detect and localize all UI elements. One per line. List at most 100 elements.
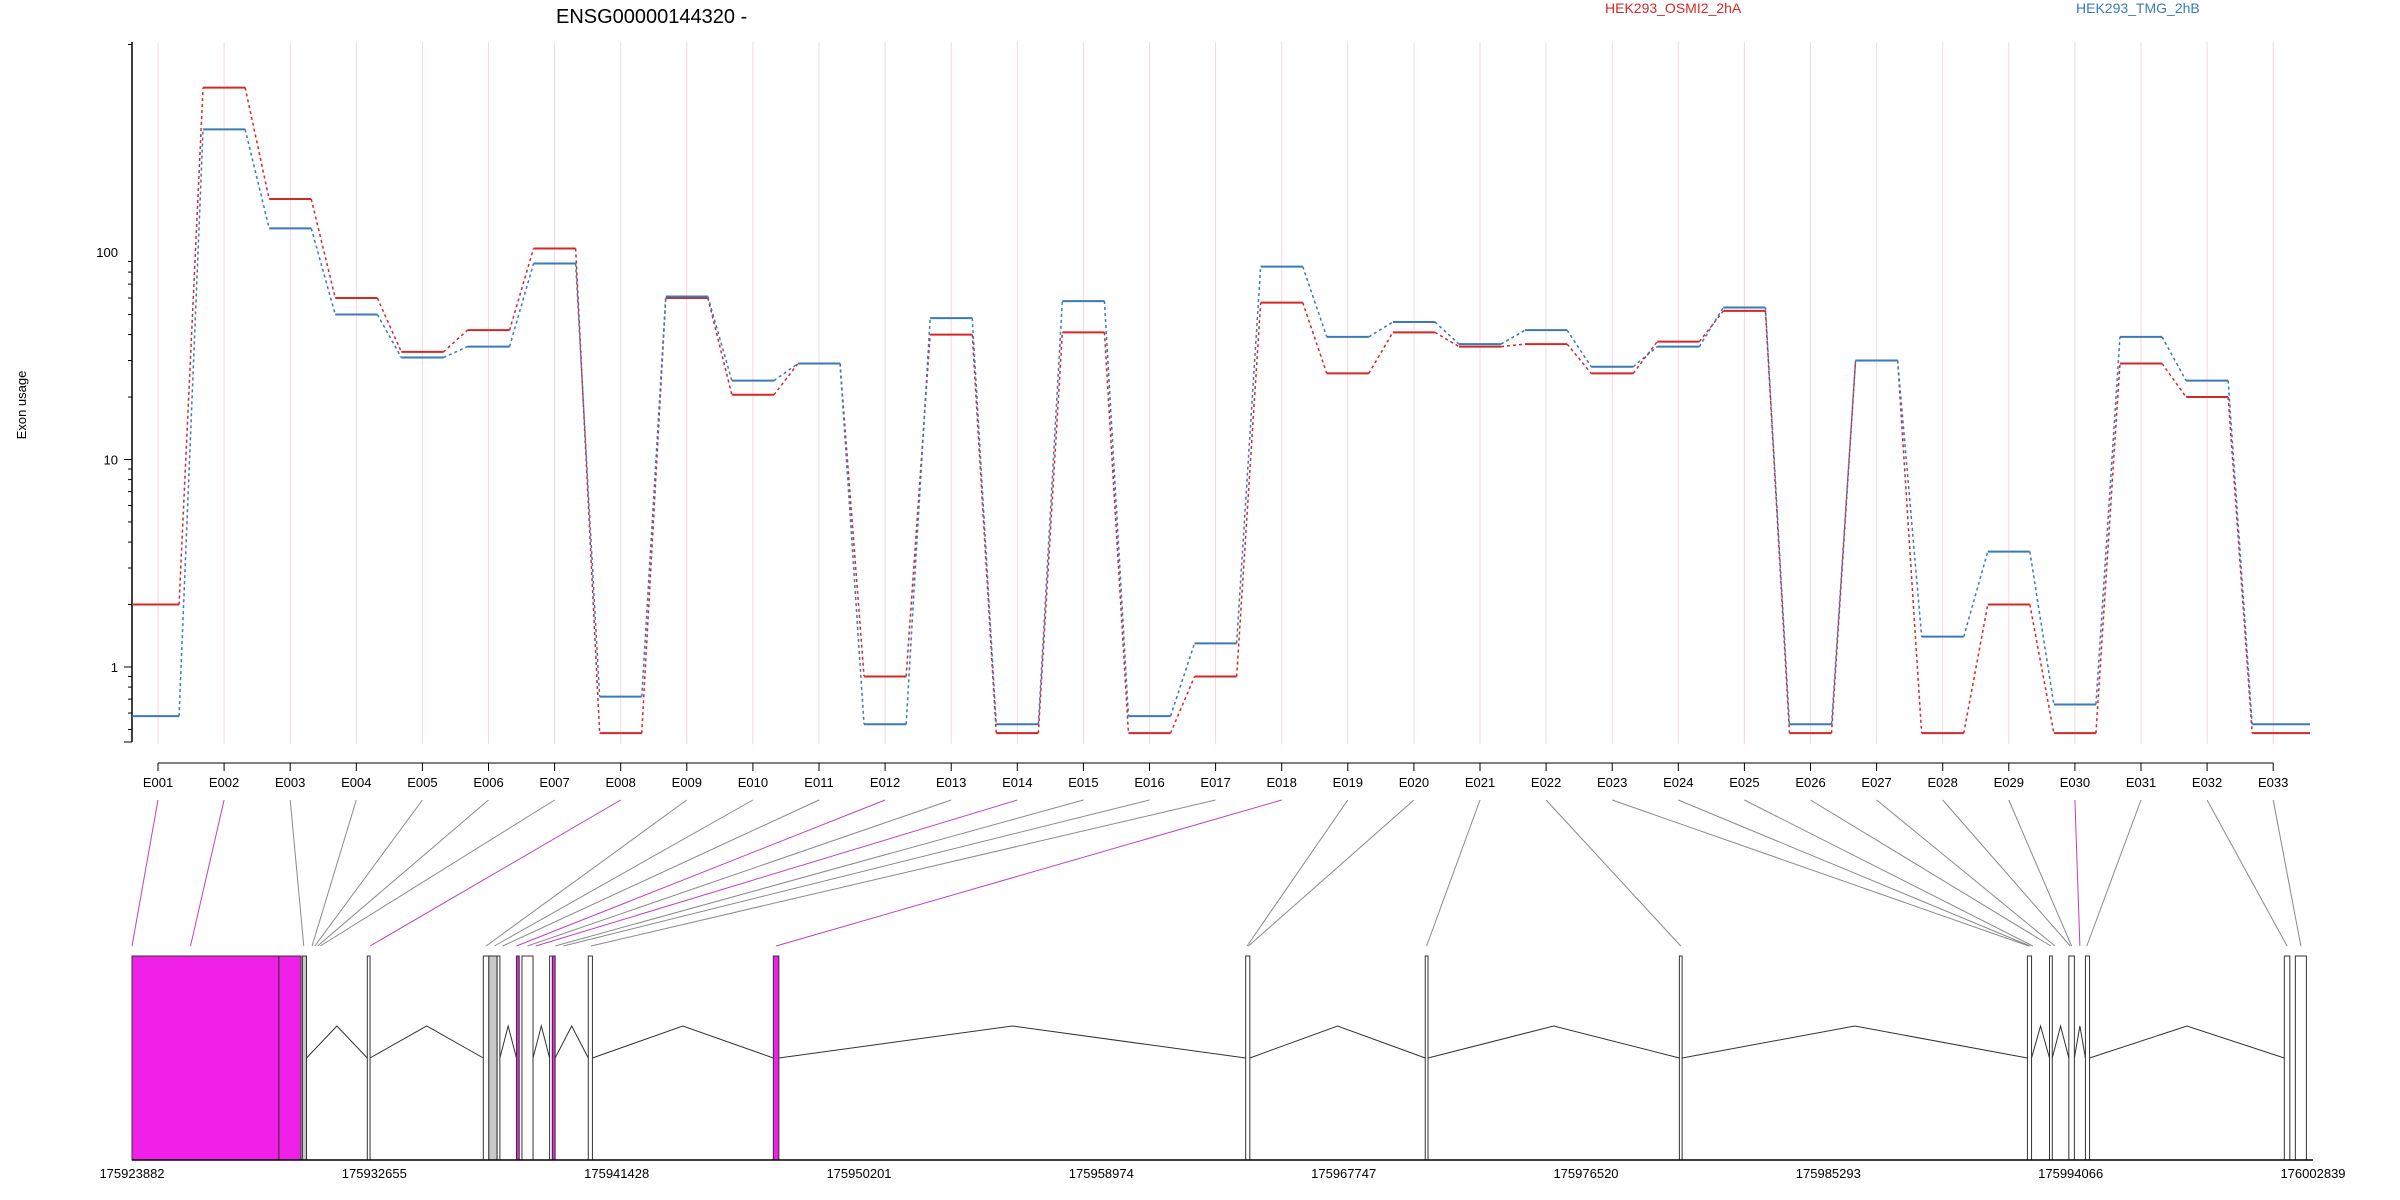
series-2-transition bbox=[1500, 329, 1526, 345]
connector-E003 bbox=[289, 799, 305, 947]
x-axis-exon-labels: E001 E002 E003 E004 E005 E006 E007 E008 E009 E010… bbox=[143, 762, 2288, 790]
series-1-transition bbox=[2161, 363, 2187, 398]
genomic-tick-label: 175985293 bbox=[1796, 1166, 1861, 1181]
connector-E016 bbox=[563, 799, 1150, 947]
series-2-transition bbox=[376, 314, 403, 358]
chart-title: ENSG00000144320 - bbox=[556, 6, 747, 28]
intron-line bbox=[1427, 1025, 1680, 1059]
x-tick-label-E033: E033 bbox=[2258, 775, 2288, 790]
intron-line bbox=[2089, 1025, 2285, 1059]
connector-E032 bbox=[2206, 799, 2288, 947]
intron-line bbox=[1682, 1025, 2028, 1059]
series-1-transition bbox=[1434, 331, 1460, 348]
connector-E033 bbox=[2272, 799, 2302, 947]
series-1-transition bbox=[1500, 343, 1526, 348]
series-2-transition bbox=[839, 363, 865, 725]
x-tick-label-E028: E028 bbox=[1928, 775, 1958, 790]
x-tick-label-E015: E015 bbox=[1068, 775, 1098, 790]
exon-block-E003 bbox=[301, 955, 308, 1161]
series-1-transition bbox=[773, 363, 799, 396]
series-2-transition bbox=[1037, 301, 1064, 725]
intron-line bbox=[2073, 1025, 2086, 1059]
connector-E011 bbox=[502, 799, 820, 947]
genomic-coordinate-axis: 175923882 175932655 175941428 175950201 1759… bbox=[99, 1159, 2346, 1181]
connector-E017 bbox=[590, 799, 1216, 947]
series-1-transition bbox=[1103, 332, 1130, 734]
x-tick-label-E003: E003 bbox=[275, 775, 305, 790]
series-2-transition bbox=[1896, 360, 1923, 637]
exon-block-E001 bbox=[131, 955, 280, 1161]
intron-line bbox=[2051, 1024, 2070, 1059]
series-1-transition bbox=[310, 198, 336, 299]
series-2-transition bbox=[1235, 266, 1262, 644]
series-2-transition bbox=[1103, 301, 1130, 717]
series-1-transition bbox=[2095, 363, 2121, 734]
genomic-tick-label: 175958974 bbox=[1069, 1166, 1134, 1181]
series-1-transition bbox=[508, 248, 535, 331]
x-tick-label-E014: E014 bbox=[1002, 775, 1032, 790]
connector-E013 bbox=[527, 799, 952, 947]
series-2-transition bbox=[1434, 321, 1460, 345]
genomic-tick-label: 175932655 bbox=[342, 1166, 407, 1181]
series-2-transition bbox=[707, 296, 733, 381]
exon-block-E028 bbox=[2049, 955, 2053, 1161]
series-line-osmi2 bbox=[132, 86, 2310, 735]
intron-line bbox=[592, 1025, 774, 1059]
exon-block-E012 bbox=[551, 955, 556, 1161]
exon-block-E026 bbox=[2026, 955, 2033, 1161]
genomic-tick-label: 176002839 bbox=[2280, 1166, 2345, 1181]
exon-block-E006 bbox=[488, 955, 498, 1161]
series-2-transition bbox=[641, 296, 667, 697]
series-2-transition bbox=[1632, 346, 1658, 368]
connector-E026 bbox=[1810, 799, 2052, 947]
series-1-transition bbox=[574, 248, 601, 734]
x-tick-label-E019: E019 bbox=[1333, 775, 1363, 790]
x-tick-label-E029: E029 bbox=[1994, 775, 2024, 790]
y-axis: 1 10 100 bbox=[96, 42, 133, 743]
series-1-transition bbox=[244, 87, 270, 200]
x-tick-label-E025: E025 bbox=[1729, 775, 1759, 790]
intron-line bbox=[499, 1024, 517, 1059]
legend-entry-series-2: HEK293_TMG_2hB bbox=[2076, 0, 2200, 16]
exon-block-E004 bbox=[366, 955, 371, 1161]
series-2-transition bbox=[310, 228, 336, 315]
connector-E024 bbox=[1678, 799, 2031, 947]
y-axis-label: Exon usage bbox=[14, 371, 29, 440]
connector-E023 bbox=[1612, 799, 2029, 947]
connector-E002 bbox=[190, 799, 225, 947]
series-2-transition bbox=[905, 318, 931, 725]
exon-block-E005 bbox=[482, 955, 490, 1161]
x-tick-label-E002: E002 bbox=[209, 775, 239, 790]
connector-E012 bbox=[516, 799, 886, 947]
gene-model bbox=[131, 955, 2307, 1161]
series-2-transition bbox=[773, 362, 799, 382]
exon-block-E019 bbox=[1245, 955, 1251, 1161]
vertical-gridlines bbox=[157, 42, 2274, 744]
series-2-transition bbox=[1764, 307, 1791, 725]
series-1-transition bbox=[641, 297, 667, 734]
genomic-tick-label: 175976520 bbox=[1553, 1166, 1618, 1181]
x-tick-label-E005: E005 bbox=[407, 775, 437, 790]
connector-E008 bbox=[369, 799, 621, 947]
series-2-transition bbox=[508, 263, 535, 347]
exon-block-E007 bbox=[496, 955, 501, 1161]
intron-line bbox=[532, 1024, 551, 1059]
x-tick-label-E030: E030 bbox=[2060, 775, 2090, 790]
x-tick-label-E006: E006 bbox=[473, 775, 503, 790]
connector-E019 bbox=[1246, 799, 1349, 947]
x-tick-label-E013: E013 bbox=[936, 775, 966, 790]
intron-line bbox=[778, 1025, 1246, 1059]
exon-block-E031 bbox=[2084, 955, 2091, 1161]
y-tick-label: 1 bbox=[111, 660, 118, 675]
exon-block-E009 bbox=[521, 955, 534, 1161]
series-2-transition bbox=[971, 318, 997, 725]
connector-E005 bbox=[314, 799, 423, 947]
x-tick-label-E012: E012 bbox=[870, 775, 900, 790]
y-tick-label: 10 bbox=[104, 453, 118, 468]
x-tick-label-E018: E018 bbox=[1267, 775, 1297, 790]
x-tick-label-E007: E007 bbox=[539, 775, 569, 790]
series-2-transition bbox=[1169, 643, 1196, 717]
x-tick-label-E021: E021 bbox=[1465, 775, 1495, 790]
connector-E025 bbox=[1744, 799, 2034, 947]
